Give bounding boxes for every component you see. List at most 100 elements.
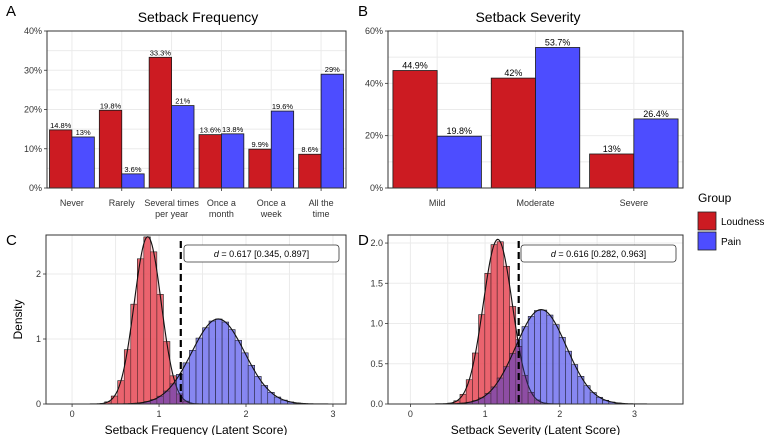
effect-size-symbol: d [214,249,220,259]
panel-c: C 0 1 2 0 1 2 3 d = 0.617 [0.345, 0.897] Setback… [6,232,347,435]
data-label-loudness: 13.6% [200,126,222,135]
panel-a: A Setback Frequency 0% 10% 20% 30% 40% 14.8% 1… [6,3,347,219]
data-label-pain: 3.6% [124,165,141,174]
bar-pain [535,47,581,189]
y-tick-label: 30% [24,65,42,75]
bar-loudness [98,109,123,189]
x-tick-label: 0 [408,409,413,419]
bar-pain [320,73,344,189]
data-label-loudness: 13% [603,144,621,154]
data-label-pain: 29% [325,65,340,74]
legend-swatch-loudness [697,211,717,231]
data-label-pain: 13.8% [222,125,244,134]
data-label-loudness: 42% [504,68,522,78]
bar-pain [221,133,245,189]
y-axis-title: Density [11,299,25,339]
data-label-loudness: 8.6% [301,145,318,154]
x-tick-label: Severe [620,198,649,208]
x-tick-label: Rarely [109,198,136,208]
effect-size-value: = 0.616 [0.282, 0.963] [556,249,646,259]
panel-b-label: B [358,3,368,20]
effect-size-symbol: d [551,249,557,259]
x-tick-label: Once a [207,198,236,208]
y-tick-label: 1.5 [370,278,383,288]
y-tick-label: 10% [24,144,42,154]
data-label-loudness: 44.9% [402,61,428,71]
x-tick-label: Moderate [516,198,554,208]
x-tick-label: All the [309,198,334,208]
panel-a-label: A [6,3,16,20]
x-tick-label: 1 [483,409,488,419]
effect-size-label: d = 0.616 [0.282, 0.963] [551,249,646,259]
x-tick-label: 3 [330,409,335,419]
y-tick-label: 0% [29,183,42,193]
legend-label-loudness: Loudness [721,217,764,228]
y-tick-label: 60% [365,26,383,36]
bar-loudness [49,129,73,189]
x-tick-label: time [313,209,330,219]
effect-size-label: d = 0.617 [0.345, 0.897] [214,249,309,259]
y-tick-label: 1 [36,334,41,344]
y-tick-label: 1.0 [370,319,383,329]
panel-b-plot: 0% 20% 40% 60% 44.9% 19.8% Mild 42% 53.7% Moderat… [365,26,684,208]
data-label-pain: 13% [76,128,91,137]
panel-b: B Setback Severity 0% 20% 40% 60% 44.9% 19.8%… [358,3,684,208]
legend: Group Loudness Pain [697,191,764,251]
y-tick-label: 0.5 [370,359,383,369]
panel-d-label: D [358,232,369,249]
bar-pain [270,110,295,189]
data-label-loudness: 19.8% [100,101,122,110]
panel-d: D 0.0 0.5 1.0 1.5 2.0 0 1 2 3 d = 0.616 [0.282, 0… [358,232,684,435]
data-label-pain: 53.7% [545,37,571,47]
data-label-loudness: 14.8% [50,121,72,130]
legend-title: Group [698,191,732,205]
y-tick-label: 2.0 [370,238,383,248]
effect-size-value: = 0.617 [0.345, 0.897] [219,249,309,259]
bar-loudness [298,153,322,189]
panel-a-title: Setback Frequency [138,9,259,25]
plot-frame [45,234,347,405]
y-tick-label: 40% [365,78,383,88]
bar-pain [121,173,145,189]
x-tick-label: 1 [157,409,162,419]
bar-loudness [490,77,536,189]
effect-size-box [520,244,677,263]
plot-frame [46,30,347,189]
bar-pain [71,136,95,189]
x-tick-label: per year [155,209,188,219]
x-tick-label: month [209,209,234,219]
bar-pain [436,135,482,189]
bar-loudness [148,56,172,189]
panel-a-plot: 0% 10% 20% 30% 40% 14.8% 13% Never 19.8% 3.6% Rare… [24,26,347,219]
x-tick-label: Never [60,198,84,208]
y-tick-label: 20% [365,131,383,141]
data-label-pain: 26.4% [643,109,669,119]
legend-swatch-pain [697,231,717,251]
x-tick-label: Once a [257,198,286,208]
x-tick-label: 3 [632,409,637,419]
plot-frame [387,30,684,189]
plot-frame [387,234,684,405]
y-tick-label: 20% [24,105,42,115]
x-tick-label: 2 [557,409,562,419]
x-tick-label: Mild [429,198,446,208]
x-axis-title: Setback Frequency (Latent Score) [105,423,288,435]
panel-b-title: Setback Severity [475,9,580,25]
x-tick-label: 0 [70,409,75,419]
y-tick-label: 0% [370,183,383,193]
x-tick-label: Several times [144,198,199,208]
y-tick-label: 0.0 [370,399,383,409]
x-tick-label: week [260,209,283,219]
y-tick-label: 40% [24,26,42,36]
data-label-loudness: 33.3% [150,48,172,57]
x-tick-label: 2 [243,409,248,419]
data-label-loudness: 9.9% [251,140,268,149]
bar-pain [171,105,195,189]
effect-size-box [183,244,340,263]
x-axis-title: Setback Severity (Latent Score) [451,423,620,435]
y-tick-label: 0 [36,399,41,409]
bar-loudness [589,153,635,189]
y-tick-label: 2 [36,269,41,279]
bar-loudness [198,134,222,189]
